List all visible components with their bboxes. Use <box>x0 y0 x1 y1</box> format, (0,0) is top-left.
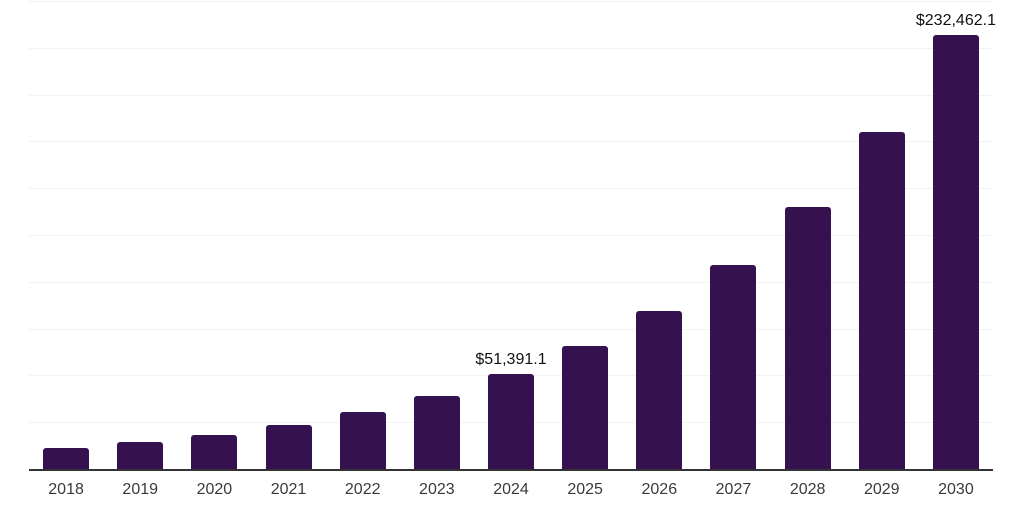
bar-2024[interactable] <box>488 373 534 470</box>
x-tick-label-2021: 2021 <box>270 481 307 498</box>
gridline-125000 <box>29 235 993 236</box>
x-tick-label-2025: 2025 <box>567 481 603 498</box>
data-label-2030: $232,462.1 <box>915 11 996 29</box>
x-tick-label-2024: 2024 <box>493 481 529 498</box>
data-label-2024: $51,391.1 <box>475 350 547 368</box>
bar-2022[interactable] <box>339 411 386 470</box>
x-tick-label-2023: 2023 <box>419 481 455 498</box>
bar-2021[interactable] <box>265 425 312 470</box>
gridline-200000 <box>29 94 993 96</box>
bar-2030[interactable] <box>932 34 979 470</box>
bar-2020[interactable] <box>191 435 238 470</box>
x-tick-label-2027: 2027 <box>715 481 752 498</box>
x-tick-label-2019: 2019 <box>122 481 159 498</box>
gridline-250000 <box>29 1 993 2</box>
x-tick-label-2018: 2018 <box>48 481 84 498</box>
x-tick-label-2029: 2029 <box>863 481 900 498</box>
gridline-225000 <box>29 47 993 49</box>
gridline-175000 <box>29 141 993 143</box>
bar-2026[interactable] <box>636 310 683 470</box>
x-axis-line <box>29 469 993 471</box>
bar-2018[interactable] <box>43 448 90 470</box>
bar-2023[interactable] <box>413 396 460 470</box>
bar-2029[interactable] <box>858 131 905 470</box>
bar-2025[interactable] <box>562 346 609 470</box>
gridline-100000 <box>29 281 993 283</box>
gridline-75000 <box>29 328 993 330</box>
x-tick-label-2022: 2022 <box>344 481 381 498</box>
x-tick-label-2026: 2026 <box>641 481 678 498</box>
bar-2019[interactable] <box>117 442 164 470</box>
x-tick-label-2020: 2020 <box>196 481 233 498</box>
gridline-150000 <box>29 188 993 190</box>
bar-2027[interactable] <box>710 265 757 470</box>
bar-2028[interactable] <box>784 206 831 470</box>
x-tick-label-2030: 2030 <box>938 481 974 498</box>
x-tick-label-2028: 2028 <box>789 481 826 498</box>
